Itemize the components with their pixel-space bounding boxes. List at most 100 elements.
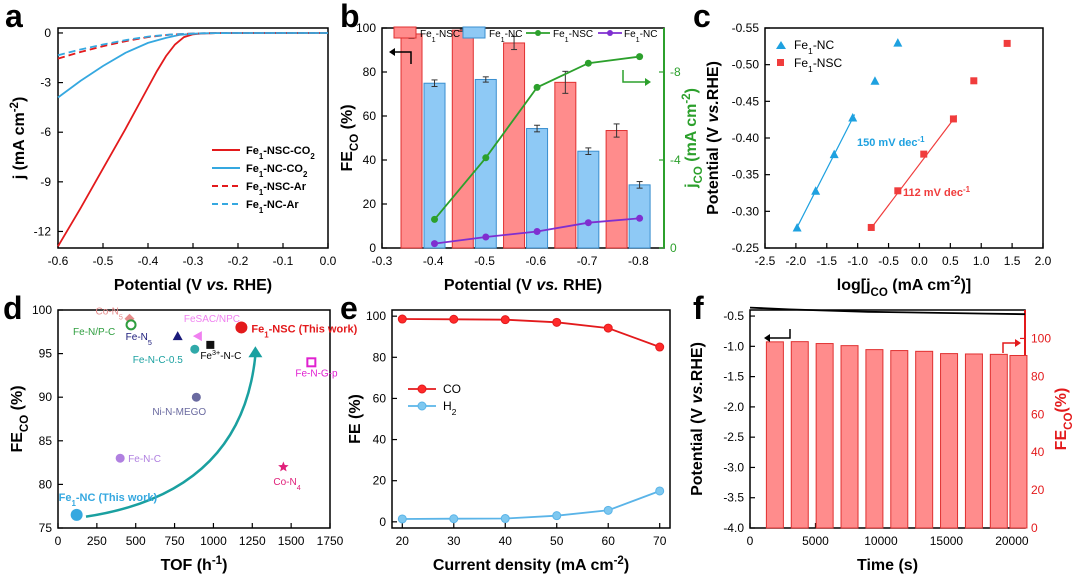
panel-c-xtick-label: 0.0 [911, 254, 928, 268]
panel-b-line-point [533, 228, 541, 235]
panel-b-line-point [584, 59, 592, 67]
panel-c-xtick-label: 0.5 [942, 254, 959, 268]
panel-a-xtick-label: -0.3 [183, 254, 204, 268]
panel-d-point-label: Fe-N/P-C [73, 327, 115, 338]
panel-c-point-fe1-nc [811, 186, 821, 195]
panel-d-point-fesac-npc [192, 331, 202, 342]
panel-e-series-h2 [402, 490, 661, 520]
panel-b-bar-fe1-nsc [605, 130, 628, 249]
panel-d-xtick-label: 1750 [317, 534, 344, 548]
panel-f-xtick-label: 5000 [802, 534, 829, 548]
panel-b-bar-fe1-nsc [451, 29, 474, 249]
panel-c-xlabel: log[jCO (mA cm-2)] [837, 275, 971, 299]
panel-e-xtick-label: 70 [653, 534, 667, 548]
panel-c-point-fe1-nsc [894, 187, 902, 195]
panel-f-bar [915, 350, 934, 529]
panel-b-y2label: jCO (mA cm-2) [681, 88, 705, 189]
panel-a-legend-label: Fe1-NSC-CO2 [246, 145, 315, 161]
panel-a-xtick-label: -0.6 [48, 254, 69, 268]
panel-a-xtick-label: -0.5 [93, 254, 114, 268]
panel-letter-b: b [340, 0, 360, 34]
panel-a-legend-label: Fe1-NSC-Ar [246, 181, 307, 197]
panel-c-xtick-label: -2.5 [755, 254, 776, 268]
panel-a-legend-label: Fe1-NC-Ar [246, 199, 299, 215]
panel-e-point-co [655, 342, 665, 352]
panel-b-bar-fe1-nsc [554, 81, 577, 249]
panel-letter-a: a [5, 0, 23, 34]
panel-e-legend-marker [417, 384, 427, 394]
panel-b-xtick-label: -0.7 [577, 254, 598, 268]
panel-f-bar [865, 349, 884, 529]
panel-b-right-arrowhead [645, 78, 651, 86]
panel-d-frame [57, 309, 331, 529]
panel-c-ytick-label: -0.30 [732, 204, 760, 218]
panel-f-ytick-label: -1.5 [723, 370, 744, 384]
panel-f-ytick-label: -1.0 [723, 339, 744, 353]
panel-d-point-fe-n-g-p [306, 357, 317, 368]
panel-a-series-fe1-nsc-co2 [57, 32, 328, 247]
panel-b-xtick-label: -0.5 [474, 254, 495, 268]
panel-d-xtick-label: 500 [126, 534, 146, 548]
panel-e-ytick-label: 40 [373, 433, 387, 447]
panel-c-point-fe1-nc [893, 38, 903, 47]
panel-d-xtick-label: 250 [87, 534, 107, 548]
panel-a-ytick-label: -9 [40, 175, 51, 189]
panel-f-y2tick-label: 60 [1031, 407, 1045, 421]
panel-e-legend-marker [417, 401, 427, 411]
panel-c-point-fe1-nc [870, 76, 880, 85]
panel-f-y2tick-label: 20 [1031, 483, 1045, 497]
panel-f-bar [940, 353, 959, 529]
panel-c-legend-label: Fe1-NSC [794, 56, 842, 74]
panel-e-legend-label: H2 [443, 399, 457, 417]
panel-c-point-fe1-nsc [970, 77, 978, 85]
panel-b-line-point [482, 233, 490, 241]
panel-b-ylabel: FECO (%) [339, 104, 361, 171]
panel-c-ylabel: Potential (V vs.RHE) [705, 61, 722, 215]
panel-a-frame [57, 27, 329, 249]
panel-d-point-fe1-nc-this-work- [70, 508, 83, 521]
panel-letter-f: f [693, 290, 704, 326]
panel-c-legend-marker [776, 41, 786, 49]
panel-f-ytick-label: -3.0 [723, 460, 744, 474]
panel-e-frame [391, 309, 671, 529]
panel-e-ytick-label: 0 [379, 515, 386, 529]
panel-e-xtick-label: 60 [602, 534, 616, 548]
panel-a-legend-label: Fe1-NC-CO2 [246, 163, 308, 179]
panel-b-y2tick-label: -8 [670, 65, 681, 79]
panel-b-legend-label: Fe1-NSC [553, 29, 593, 44]
panel-f-bar [989, 353, 1008, 529]
panel-b-right-arrow [622, 70, 645, 83]
panel-e-legend-label: CO [443, 382, 461, 396]
panel-b-ytick-label: 20 [363, 197, 377, 211]
panel-a-ytick-label: 0 [44, 26, 51, 40]
panel-d-point-label: Fe1-NSC (This work) [251, 323, 357, 339]
panel-e-xtick-label: 50 [550, 534, 564, 548]
panel-d-point-fe3-n-c [206, 340, 215, 349]
panel-c-legend-label: Fe1-NC [794, 38, 834, 56]
panel-f-y2label: FECO(%) [1053, 388, 1075, 451]
panel-d-point-fe1-nsc-this-work- [235, 321, 248, 334]
panel-d-ytick-label: 100 [32, 303, 52, 317]
panel-b-bar-fe1-nc [423, 82, 446, 249]
panel-b-legend-marker [535, 30, 541, 36]
panel-f-bar [815, 343, 834, 529]
panel-d-point-label: Fe-N-G-p [295, 368, 338, 379]
panel-e-point-co [603, 323, 613, 333]
panel-d-ytick-label: 95 [39, 347, 53, 361]
panel-d-point-fe-n-c-0-5 [190, 344, 200, 354]
panel-a-xtick-label: -0.2 [228, 254, 249, 268]
panel-c-xtick-label: -1.0 [847, 254, 868, 268]
panel-b-line-point [431, 240, 439, 248]
panel-c-fit-line [795, 114, 856, 230]
panel-f-right-arrow [1002, 342, 1015, 353]
panel-a-ytick-label: -3 [40, 76, 51, 90]
panel-d-xtick-label: 1000 [200, 534, 227, 548]
panel-b-line-point [533, 83, 541, 91]
panel-b-line-point [636, 53, 644, 61]
panel-d-point-label: Co-N5 [95, 307, 122, 322]
panel-f-bar [964, 353, 983, 529]
panel-d-point-fe-n5 [172, 331, 183, 341]
panel-c-xtick-label: -0.5 [878, 254, 899, 268]
panel-f-bar [765, 341, 784, 529]
panel-b-line-point [584, 219, 592, 227]
